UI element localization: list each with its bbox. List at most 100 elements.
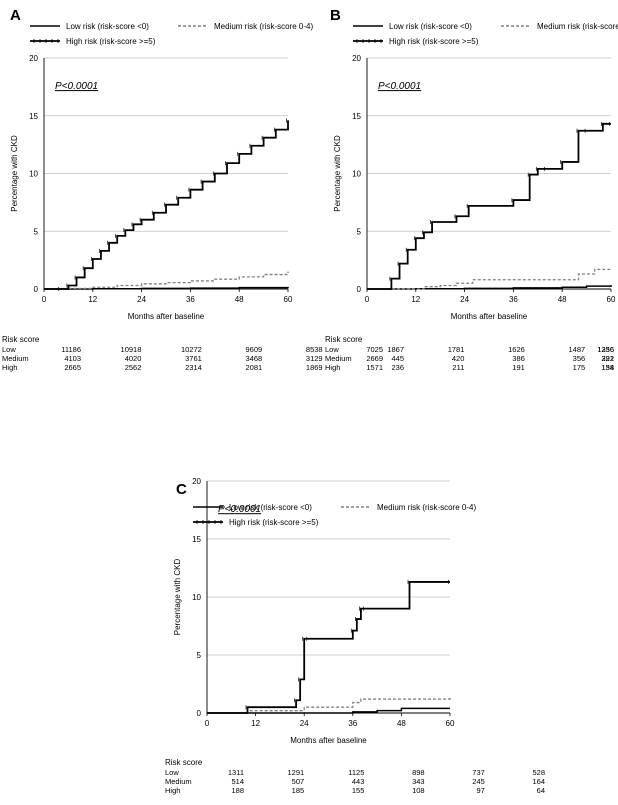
risk-value: 10918	[121, 345, 142, 354]
y-tick-label: 5	[197, 651, 202, 660]
x-tick-label: 48	[235, 295, 244, 304]
x-tick-label: 48	[558, 295, 567, 304]
risk-value: 1125	[348, 768, 364, 777]
y-axis-label: Percentage with CKD	[333, 135, 342, 212]
risk-value: 2081	[246, 363, 263, 372]
risk-value: 185	[292, 786, 305, 795]
risk-value: 898	[412, 768, 425, 777]
risk-row-label: High	[325, 363, 340, 372]
risk-value: 2665	[64, 363, 81, 372]
risk-value: 1781	[448, 345, 465, 354]
x-tick-label: 12	[411, 295, 420, 304]
risk-value: 1236	[597, 345, 614, 354]
x-axis-label: Months after baseline	[128, 312, 205, 321]
y-tick-label: 15	[192, 535, 201, 544]
p-value: P<0.0001	[378, 81, 421, 92]
risk-value: 8538	[306, 345, 323, 354]
risk-row-label: Low	[165, 768, 179, 777]
y-tick-label: 5	[357, 227, 362, 236]
risk-table-title: Risk score	[165, 758, 203, 767]
y-tick-label: 20	[192, 477, 201, 486]
legend: Low risk (risk-score <0) Medium risk (ris…	[353, 22, 618, 46]
risk-value: 211	[452, 363, 464, 372]
risk-value: 1487	[569, 345, 586, 354]
panel-a: A Low risk (risk-score <0) Medium risk (ri…	[2, 7, 383, 372]
legend-label-high: High risk (risk-score >=5)	[229, 518, 319, 527]
risk-value: 1356	[597, 345, 614, 354]
risk-value: 1867	[387, 345, 404, 354]
risk-value: 4020	[125, 354, 142, 363]
legend-label-high: High risk (risk-score >=5)	[66, 37, 156, 46]
risk-row-label: High	[2, 363, 17, 372]
risk-value: 108	[412, 786, 425, 795]
p-value: P<0.0001	[55, 81, 98, 92]
risk-row-label: Low	[2, 345, 16, 354]
series-line-medium	[367, 268, 611, 290]
legend-label-medium: Medium risk (risk-score 0-4)	[537, 22, 618, 31]
risk-value: 64	[537, 786, 545, 795]
x-tick-label: 0	[205, 719, 210, 728]
x-tick-label: 0	[365, 295, 370, 304]
risk-value: 2562	[125, 363, 142, 372]
series-line-high	[367, 122, 611, 290]
x-tick-label: 60	[446, 719, 455, 728]
risk-value: 2314	[185, 363, 202, 372]
risk-value: 1291	[288, 768, 305, 777]
risk-value: 445	[391, 354, 404, 363]
y-tick-label: 10	[192, 593, 201, 602]
legend: Low risk (risk-score <0) Medium risk (ris…	[193, 503, 476, 527]
risk-value: 343	[412, 777, 425, 786]
x-tick-label: 48	[397, 719, 406, 728]
risk-value: 11186	[61, 345, 81, 354]
risk-value: 507	[292, 777, 305, 786]
risk-value: 155	[352, 786, 365, 795]
y-tick-label: 5	[34, 227, 39, 236]
risk-value: 245	[472, 777, 485, 786]
risk-value: 10272	[181, 345, 202, 354]
legend-label-high: High risk (risk-score >=5)	[389, 37, 479, 46]
y-tick-label: 0	[197, 709, 202, 718]
y-tick-label: 0	[357, 285, 362, 294]
y-axis-label: Percentage with CKD	[10, 135, 19, 212]
y-tick-label: 10	[352, 170, 361, 179]
y-axis-label: Percentage with CKD	[173, 559, 182, 636]
x-tick-label: 12	[251, 719, 260, 728]
x-tick-label: 60	[607, 295, 616, 304]
risk-value: 9609	[246, 345, 263, 354]
risk-value: 164	[532, 777, 545, 786]
panel-letter: C	[176, 481, 187, 498]
risk-value: 528	[532, 768, 545, 777]
panel-b: B Low risk (risk-score <0) Medium risk (ri…	[325, 7, 618, 372]
risk-value: 3129	[306, 354, 323, 363]
legend-label-medium: Medium risk (risk-score 0-4)	[214, 22, 313, 31]
x-tick-label: 36	[509, 295, 518, 304]
legend-label-low: Low risk (risk-score <0)	[66, 22, 149, 31]
x-tick-label: 24	[300, 719, 309, 728]
x-tick-label: 0	[42, 295, 47, 304]
risk-value: 514	[231, 777, 244, 786]
risk-value: 1571	[366, 363, 383, 372]
series-line-low	[207, 707, 450, 714]
risk-value: 1626	[508, 345, 525, 354]
risk-value: 292	[601, 354, 614, 363]
risk-row-label: High	[165, 786, 180, 795]
risk-value: 737	[472, 768, 485, 777]
x-tick-label: 12	[88, 295, 97, 304]
risk-value: 3761	[185, 354, 202, 363]
risk-value: 191	[512, 363, 525, 372]
legend-label-low: Low risk (risk-score <0)	[389, 22, 472, 31]
x-tick-label: 24	[137, 295, 146, 304]
series-line-medium	[44, 271, 289, 290]
risk-value: 154	[601, 363, 614, 372]
risk-value: 3468	[246, 354, 263, 363]
risk-value: 1869	[306, 363, 323, 372]
risk-value: 188	[231, 786, 244, 795]
series-line-high	[44, 120, 289, 290]
risk-value: 443	[352, 777, 365, 786]
risk-row-label: Medium	[165, 777, 192, 786]
risk-value: 4103	[64, 354, 81, 363]
p-value: P<0.0001	[218, 504, 261, 515]
